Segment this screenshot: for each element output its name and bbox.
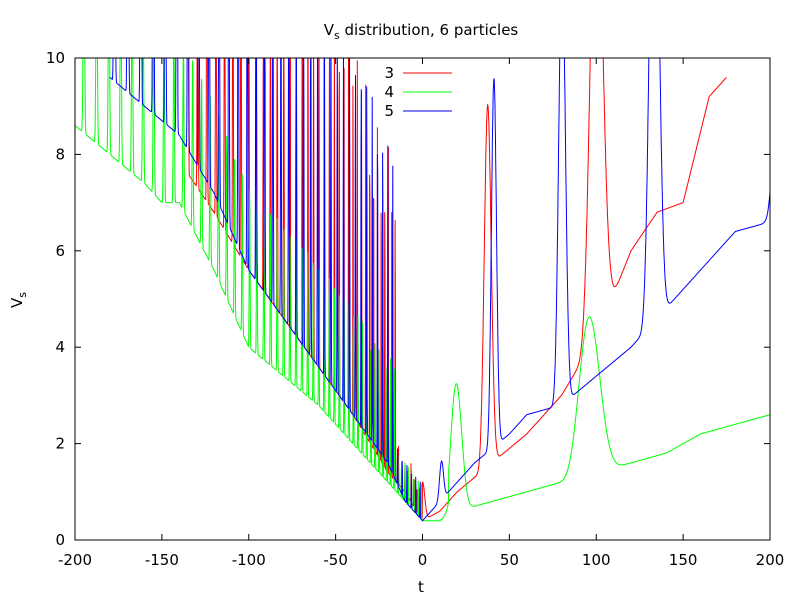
x-tick-label: -100 xyxy=(232,551,266,569)
legend-label-5: 5 xyxy=(384,102,394,120)
y-tick-label: 2 xyxy=(55,435,65,453)
series-line-5 xyxy=(109,58,770,522)
x-tick-label: -50 xyxy=(323,551,348,569)
x-tick-label: 150 xyxy=(669,551,698,569)
y-tick-label: 8 xyxy=(55,145,65,163)
y-tick-label: 4 xyxy=(55,338,65,356)
legend-label-3: 3 xyxy=(384,64,394,82)
x-tick-label: -150 xyxy=(145,551,179,569)
series-line-3 xyxy=(188,58,727,522)
x-tick-label: 0 xyxy=(418,551,428,569)
plot-frame xyxy=(74,57,771,541)
y-tick-label: 0 xyxy=(55,531,65,549)
legend: 345 xyxy=(384,64,452,120)
y-axis-label: Vs xyxy=(8,292,29,308)
x-tick-label: -200 xyxy=(58,551,92,569)
x-tick-label: 50 xyxy=(500,551,519,569)
y-tick-label: 10 xyxy=(46,49,65,67)
x-tick-label: 200 xyxy=(756,551,785,569)
y-tick-label: 6 xyxy=(55,242,65,260)
legend-label-4: 4 xyxy=(384,83,394,101)
x-axis-label: t xyxy=(418,578,424,596)
x-tick-label: 100 xyxy=(582,551,611,569)
chart-title: Vs distribution, 6 particles xyxy=(324,21,519,42)
